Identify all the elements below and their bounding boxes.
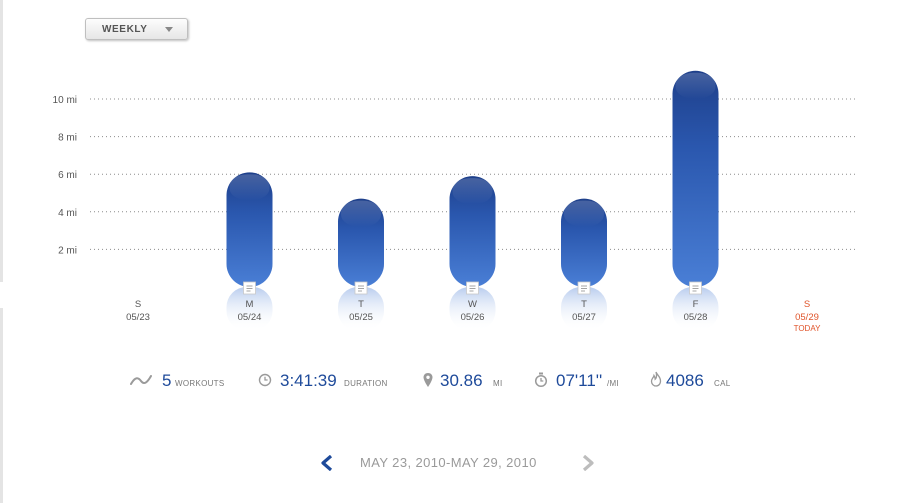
y-tick-label: 2 mi <box>58 245 77 256</box>
bar-shine <box>341 200 381 227</box>
x-day-label: F <box>693 299 699 310</box>
x-day-label: M <box>246 299 254 310</box>
x-day-label: T <box>358 299 364 310</box>
bar-shine <box>564 200 604 227</box>
date-range-label: MAY 23, 2010-MAY 29, 2010 <box>360 455 537 470</box>
bar-reflection <box>672 287 719 331</box>
bar[interactable] <box>226 172 273 287</box>
bar-shine <box>229 174 270 201</box>
x-date-label: 05/25 <box>349 312 373 323</box>
left-panel-edge <box>0 0 3 282</box>
bar-reflection <box>338 287 384 331</box>
y-tick-label: 8 mi <box>58 133 77 144</box>
y-tick-label: 6 mi <box>58 170 77 181</box>
x-date-label: 05/23 <box>126 312 150 323</box>
x-date-label: 05/24 <box>238 312 262 323</box>
x-date-label: 05/29 <box>795 312 819 323</box>
stopwatch-icon <box>534 372 548 388</box>
stat-workouts: 5 WORKOUTS <box>130 370 240 394</box>
pace-value: 07'11'' <box>556 371 603 390</box>
flame-icon <box>650 371 662 387</box>
bar-reflection <box>449 287 496 331</box>
x-day-label: S <box>804 299 810 310</box>
y-tick-label: 4 mi <box>58 208 77 219</box>
trend-line-icon <box>130 375 152 385</box>
distance-value: 30.86 <box>440 371 483 390</box>
dropdown-arrow-icon <box>165 27 173 32</box>
calories-unit: CAL <box>714 379 731 388</box>
stat-calories: 4086 CAL <box>650 370 750 394</box>
left-panel-edge <box>0 308 3 503</box>
today-label: TODAY <box>794 324 821 333</box>
x-day-label: W <box>468 299 477 310</box>
bar-reflection <box>226 287 273 331</box>
duration-unit: DURATION <box>344 379 388 388</box>
bar-shine <box>675 72 716 99</box>
stat-distance: 30.86 MI <box>422 370 512 394</box>
x-date-label: 05/28 <box>684 312 708 323</box>
stat-pace: 07'11'' /MI <box>534 370 634 394</box>
pace-unit: /MI <box>607 379 620 388</box>
clock-icon <box>258 373 272 387</box>
bar[interactable] <box>672 70 719 287</box>
bar-shine <box>452 178 493 205</box>
chevron-right-icon[interactable] <box>581 455 595 471</box>
stat-duration: 3:41:39 DURATION <box>258 370 398 394</box>
workouts-unit: WORKOUTS <box>175 379 225 388</box>
workouts-value: 5 <box>162 371 172 390</box>
period-dropdown[interactable]: WEEKLY <box>85 18 188 40</box>
note-icon[interactable] <box>689 281 702 295</box>
distance-unit: MI <box>493 379 503 388</box>
y-tick-label: 10 mi <box>53 95 77 106</box>
bar-reflection <box>561 287 607 331</box>
note-icon[interactable] <box>577 281 591 295</box>
x-day-label: S <box>135 299 141 310</box>
weekly-distance-chart: 2 mi 4 mi 6 mi 8 mi 10 mi S 05/23 M 05/24 T 05/25 W… <box>53 70 856 333</box>
x-date-label: 05/27 <box>572 312 596 323</box>
period-dropdown-label: WEEKLY <box>102 24 148 35</box>
note-icon[interactable] <box>243 281 256 295</box>
x-date-label: 05/26 <box>461 312 485 323</box>
note-icon[interactable] <box>466 281 479 295</box>
duration-value: 3:41:39 <box>280 371 337 390</box>
calories-value: 4086 <box>666 371 704 390</box>
x-day-label: T <box>581 299 587 310</box>
chevron-left-icon[interactable] <box>320 455 334 471</box>
note-icon[interactable] <box>354 281 368 295</box>
bar[interactable] <box>449 176 496 287</box>
location-pin-icon <box>423 373 433 387</box>
